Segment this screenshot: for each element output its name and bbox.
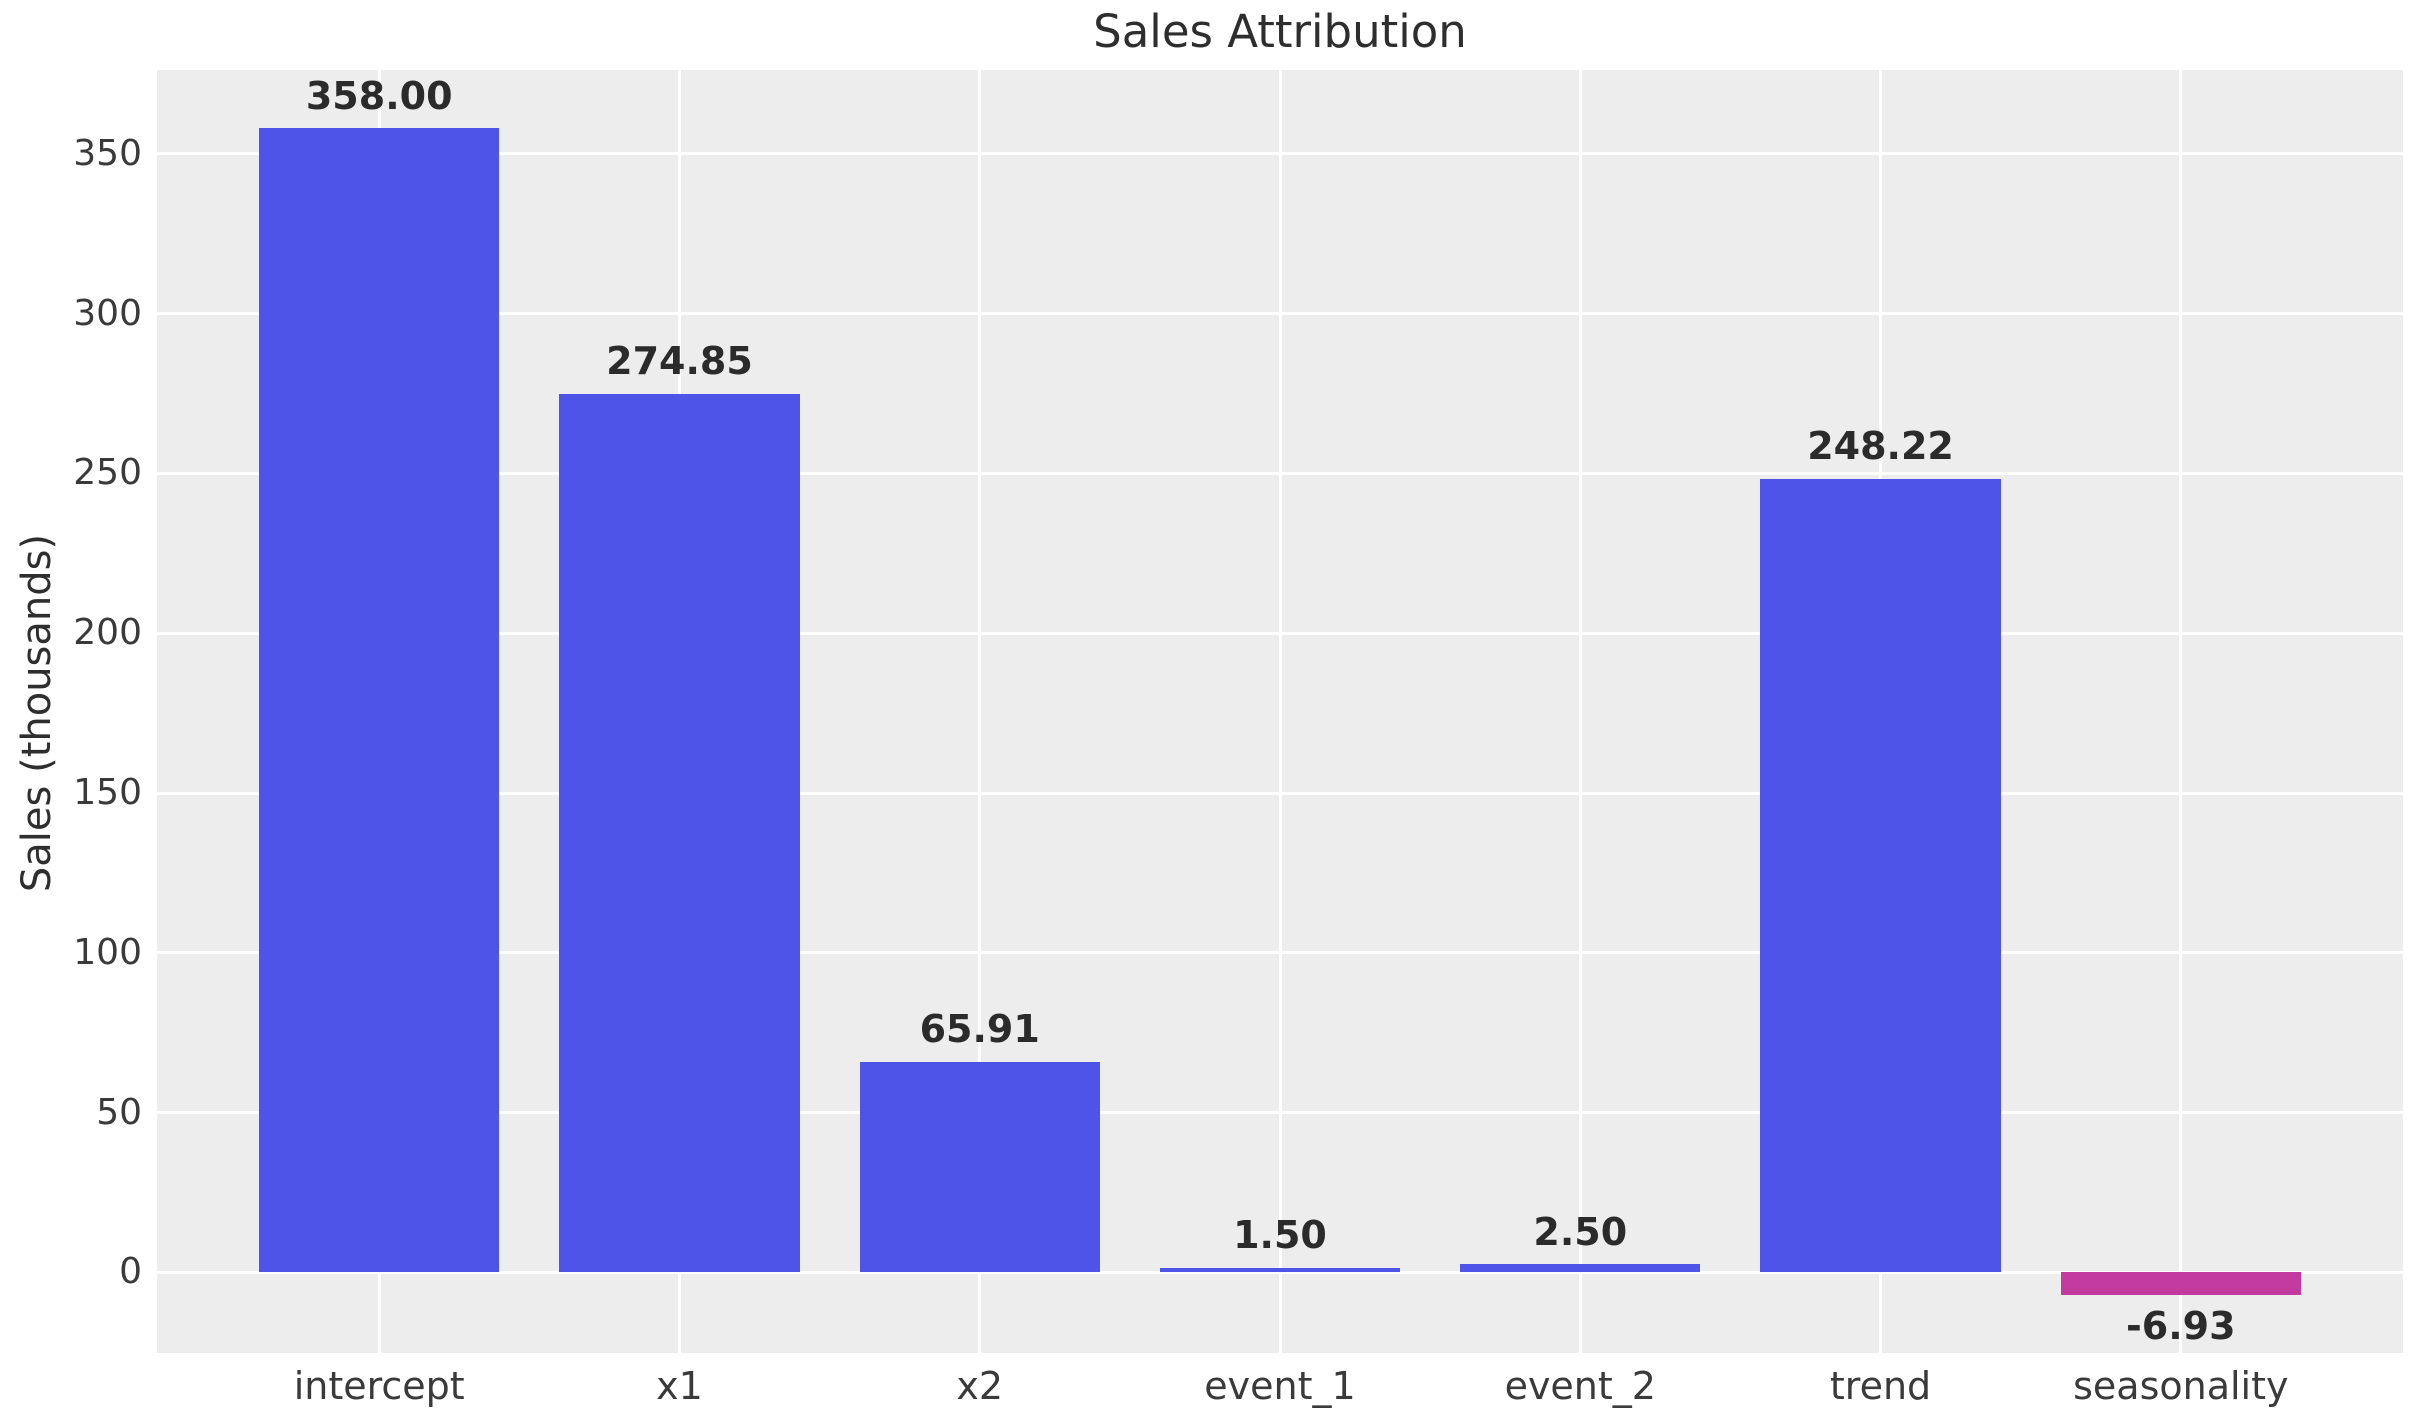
gridline-v: [2179, 70, 2183, 1353]
bar-x1: [559, 393, 800, 1273]
y-tick-label: 0: [119, 1251, 142, 1293]
bar-x2: [859, 1061, 1100, 1273]
bar-seasonality: [2060, 1272, 2301, 1295]
chart-title: Sales Attribution: [1093, 5, 1467, 58]
gridline-v: [1278, 70, 1282, 1353]
x-tick-label: x1: [656, 1364, 703, 1408]
bar-value-label: 274.85: [606, 339, 753, 384]
bar-value-label: 1.50: [1233, 1212, 1327, 1257]
y-tick-label: 350: [73, 132, 142, 174]
x-tick-label: seasonality: [2073, 1364, 2289, 1408]
bar-value-label: 358.00: [305, 73, 453, 118]
bar-event_1: [1159, 1267, 1401, 1273]
x-tick-label: event_1: [1204, 1364, 1356, 1408]
x-tick-label: event_2: [1504, 1364, 1656, 1408]
bar-value-label: -6.93: [2126, 1303, 2236, 1348]
x-tick-label: x2: [956, 1364, 1004, 1408]
bar-value-label: 248.22: [1807, 424, 1954, 469]
y-tick-label: 250: [73, 452, 142, 494]
bar-value-label: 2.50: [1533, 1209, 1628, 1254]
y-tick-label: 100: [73, 931, 142, 973]
bar-value-label: 65.91: [919, 1007, 1040, 1052]
bar-event_2: [1460, 1264, 1701, 1273]
y-tick-label: 150: [73, 772, 142, 813]
y-tick-label: 50: [96, 1091, 142, 1133]
y-tick-label: 200: [73, 612, 142, 654]
x-tick-label: intercept: [293, 1364, 465, 1408]
gridline-v: [1578, 70, 1582, 1353]
x-tick-label: trend: [1829, 1364, 1932, 1408]
y-tick-label: 300: [73, 292, 142, 334]
bar-trend: [1760, 479, 2001, 1273]
bar-intercept: [259, 128, 500, 1273]
gridline-v: [978, 70, 982, 1353]
plot-area: 358.00 274.85 65.91 1.50 2.50 248.22 -6.93: [157, 70, 2403, 1353]
